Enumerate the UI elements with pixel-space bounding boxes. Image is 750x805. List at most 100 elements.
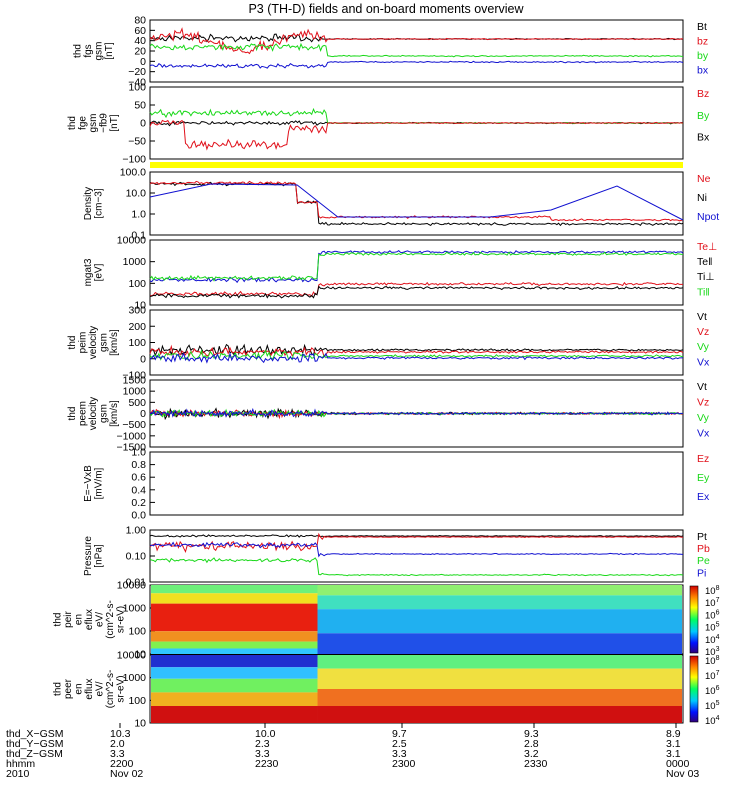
spectrogram-peir xyxy=(151,585,682,654)
xaxis-tick-value: 2300 xyxy=(392,758,416,770)
legend-peem-1: Vz xyxy=(697,397,709,409)
xaxis-row-label: thd_Y−GSM xyxy=(6,738,64,750)
panel-fgs-ylabel: gsm xyxy=(93,42,104,61)
xaxis-row-label: hhmm xyxy=(6,758,35,770)
panel-peer-ytick-label: 10 xyxy=(134,718,146,730)
panel-peim-ytick-label: 200 xyxy=(128,321,146,333)
colorbar-peir-label: 108 xyxy=(705,585,720,597)
spectrogram-band xyxy=(151,678,318,693)
panel-peem-ytick-label: −1500 xyxy=(117,442,147,454)
panel-peir-ylabel: thd xyxy=(53,613,64,627)
spectrogram-band xyxy=(317,706,682,723)
panel-temp-ytick-label: 10000 xyxy=(117,235,146,247)
quality-flag-bar xyxy=(150,162,683,168)
legend-peim-1: Vz xyxy=(697,326,709,338)
colorbar-peir xyxy=(689,585,699,654)
panel-fge-ytick-label: −50 xyxy=(128,136,146,148)
panel-fgs-ylabel: [nT] xyxy=(104,42,115,59)
panel-efield-ytick-label: 0.8 xyxy=(131,459,146,471)
panel-peim-frame xyxy=(149,309,684,376)
xaxis-row-label: 2010 xyxy=(6,768,30,780)
panel-efield-ytick-label: 0.0 xyxy=(131,510,146,522)
panel-peem-ytick-label: 0 xyxy=(140,408,146,420)
panel-peir-ylabel: peir xyxy=(63,610,74,627)
panel-fge-ytick-label: 0 xyxy=(140,118,146,130)
colorbar-peer-label: 104 xyxy=(705,715,720,727)
panel-temp-frame xyxy=(149,239,684,306)
panel-peem-ylabel: [km/s] xyxy=(109,400,120,427)
xaxis-tick-value: 3.3 xyxy=(110,748,125,760)
xaxis-tick-value: Nov 02 xyxy=(110,768,143,780)
panel-peer-ylabel: (cm^2-s- xyxy=(105,670,116,709)
spectrogram-band xyxy=(151,706,318,723)
xaxis-tick-value: 2.0 xyxy=(110,738,125,750)
xaxis-tick-value: 3.3 xyxy=(255,748,270,760)
legend-pressure-1: Pb xyxy=(697,543,710,555)
panel-pressure-ytick-label: 1.00 xyxy=(126,525,147,537)
legend-pressure-0: Pt xyxy=(697,531,707,543)
legend-temp-0: Te⊥ xyxy=(697,241,717,253)
panel-pressure-ytick-label: 0.01 xyxy=(126,577,147,589)
panel-peer-ylabel: eV/ xyxy=(95,681,106,696)
panel-peer-ylabel: peer xyxy=(63,678,74,699)
panel-peir-ytick-label: 10 xyxy=(134,649,146,661)
spectrogram-band xyxy=(151,585,318,594)
panel-peem-ytick-label: 500 xyxy=(128,397,146,409)
legend-fge-1: By xyxy=(697,110,710,122)
panel-density-ytick-label: 100.0 xyxy=(120,167,146,179)
panel-peir-ylabel: (cm^2-s- xyxy=(105,600,116,639)
panel-peir-ytick-label: 10000 xyxy=(117,580,146,592)
panel-temp-ylabel: mgat3 xyxy=(83,258,94,286)
panel-efield-ytick-label: 0.6 xyxy=(131,472,146,484)
legend-peim-0: Vt xyxy=(697,311,707,323)
colorbar-peer xyxy=(689,655,699,723)
panel-peem-ytick-label: 1000 xyxy=(123,386,147,398)
panel-peim-ylabel: gsm xyxy=(99,333,110,352)
panel-temp-ytick-label: 100 xyxy=(128,278,146,290)
spectrogram-band xyxy=(151,641,318,649)
panel-fge-ylabel: thd xyxy=(67,116,78,130)
colorbar-peer-label: 107 xyxy=(705,670,720,682)
series-peim-Vz xyxy=(149,344,684,358)
panel-pressure-frame xyxy=(149,529,684,583)
panel-fgs-ytick-label: −40 xyxy=(128,77,146,89)
panel-peim-ylabel: thd xyxy=(67,336,78,350)
xaxis-tick-value: 0000 xyxy=(666,758,690,770)
legend-fgs-3: bx xyxy=(697,64,709,76)
panel-peim-ytick-label: −100 xyxy=(122,370,146,382)
panel-fge-ytick-label: 50 xyxy=(134,100,146,112)
spectrogram-band xyxy=(317,585,682,596)
panel-peim-ytick-label: 0 xyxy=(140,353,146,365)
spectrogram-band xyxy=(151,692,318,706)
legend-temp-2: Ti⊥ xyxy=(697,271,715,283)
panel-peim-ytick-label: 300 xyxy=(128,305,146,317)
panel-density-ytick-label: 0.1 xyxy=(131,230,146,242)
spectrogram-band xyxy=(151,667,318,679)
spectrogram-band xyxy=(317,633,682,654)
panel-temp-ytick-label: 1000 xyxy=(123,256,147,268)
panel-pressure-ytick-label: 0.10 xyxy=(126,551,147,563)
legend-peem-2: Vy xyxy=(697,412,710,424)
panel-density-ytick-label: 10.0 xyxy=(126,188,147,200)
legend-fgs-2: by xyxy=(697,50,709,62)
spectrogram-band xyxy=(317,655,682,669)
panel-pressure-ylabel: [nPa] xyxy=(93,544,104,568)
series-Bz xyxy=(149,119,684,151)
panel-efield-ylabel: E=−VxB xyxy=(83,465,94,502)
series-Te-par xyxy=(149,285,684,299)
panel-efield-frame xyxy=(149,451,684,516)
spectrogram-peer xyxy=(151,655,682,723)
series-Pt xyxy=(149,534,684,538)
panel-fgs-ytick-label: 20 xyxy=(134,46,146,58)
series-bx xyxy=(149,60,684,69)
legend-peem-0: Vt xyxy=(697,381,707,393)
panel-fgs-ytick-label: 60 xyxy=(134,25,146,37)
panel-peer-ytick-label: 1000 xyxy=(123,672,147,684)
panel-fgs-ytick-label: 40 xyxy=(134,35,146,47)
xaxis-row-label: thd_X−GSM xyxy=(6,728,64,740)
series-by xyxy=(149,42,684,58)
xaxis-tick-value: 3.2 xyxy=(524,748,539,760)
legend-fgs-0: Bt xyxy=(697,21,707,33)
panel-fge-ylabel: [nT] xyxy=(109,114,120,131)
legend-peim-2: Vy xyxy=(697,341,710,353)
